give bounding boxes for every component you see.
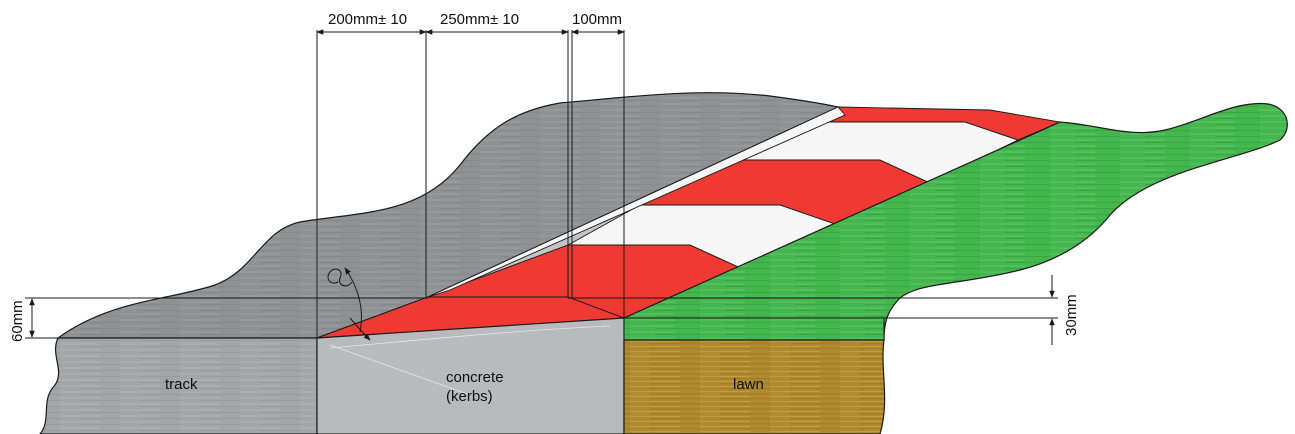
right-step-dimension (568, 275, 1058, 345)
dim-kerb-height: 60mm (9, 300, 26, 342)
label-kerbs: (kerbs) (446, 388, 493, 405)
dim-kerb-width: 200mm± 10 (328, 11, 407, 28)
dim-stripe-width: 250mm± 10 (440, 11, 519, 28)
label-track: track (165, 376, 198, 393)
lawn-band (623, 317, 885, 341)
concrete-front-face (316, 317, 625, 434)
concrete-highlight (329, 344, 471, 396)
dim-edge-width: 100mm (572, 11, 622, 28)
concrete-highlight (329, 325, 611, 349)
track-top-surface (56, 92, 840, 339)
angle-indicator (327, 267, 371, 341)
dim-lawn-step: 30mm (1063, 294, 1080, 336)
angle-alpha-icon (327, 268, 353, 287)
white-edge-band (427, 106, 846, 298)
top-dimension-lines (316, 29, 625, 338)
label-concrete: concrete (446, 369, 504, 386)
kerb-stripes (316, 106, 1062, 339)
lawn-top-surface (623, 102, 1288, 341)
left-height-dimension (25, 297, 428, 339)
label-lawn: lawn (733, 376, 764, 393)
